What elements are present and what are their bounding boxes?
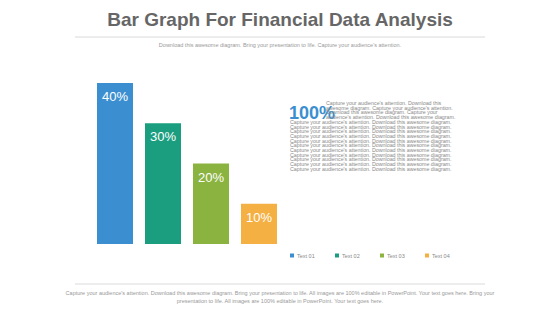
text-line: Capture your audience's attention. Downl… — [66, 290, 495, 296]
legend-swatch — [380, 254, 384, 258]
data-labels: 40% 30% 20% 10% — [102, 89, 272, 225]
bar — [145, 123, 181, 244]
footer: Capture your audience's attention. Downl… — [66, 290, 495, 304]
data-label: 30% — [150, 129, 176, 144]
divider — [75, 284, 485, 285]
data-label: 40% — [102, 89, 128, 104]
legend-swatch — [425, 254, 429, 258]
chart: Bar Graph For Financial Data Analysis Dow… — [0, 0, 560, 315]
data-label: 10% — [246, 210, 272, 225]
subtitle: Download this awesome diagram. Bring you… — [159, 42, 402, 48]
legend: Text 01 Text 02 Text 03 Text 04 — [290, 253, 450, 259]
title: Bar Graph For Financial Data Analysis — [107, 9, 453, 30]
legend-label: Text 03 — [387, 253, 405, 259]
bar — [241, 204, 277, 244]
legend-item: Text 01 — [290, 253, 315, 259]
legend-label: Text 01 — [297, 253, 315, 259]
legend-item: Text 03 — [380, 253, 405, 259]
legend-item: Text 04 — [425, 253, 450, 259]
legend-label: Text 04 — [432, 253, 450, 259]
bars — [97, 83, 277, 244]
legend-swatch — [335, 254, 339, 258]
legend-item: Text 02 — [335, 253, 360, 259]
legend-swatch — [290, 254, 294, 258]
text-line: presentation to life. All images are 100… — [177, 298, 384, 304]
bar — [97, 83, 133, 244]
bar — [193, 164, 229, 245]
legend-label: Text 02 — [342, 253, 360, 259]
divider — [75, 37, 485, 38]
data-label: 20% — [198, 170, 224, 185]
text-line: Capture your audience's attention. Downl… — [290, 166, 451, 172]
annotation-paragraph: Capture your audience's attention. Downl… — [290, 100, 455, 172]
